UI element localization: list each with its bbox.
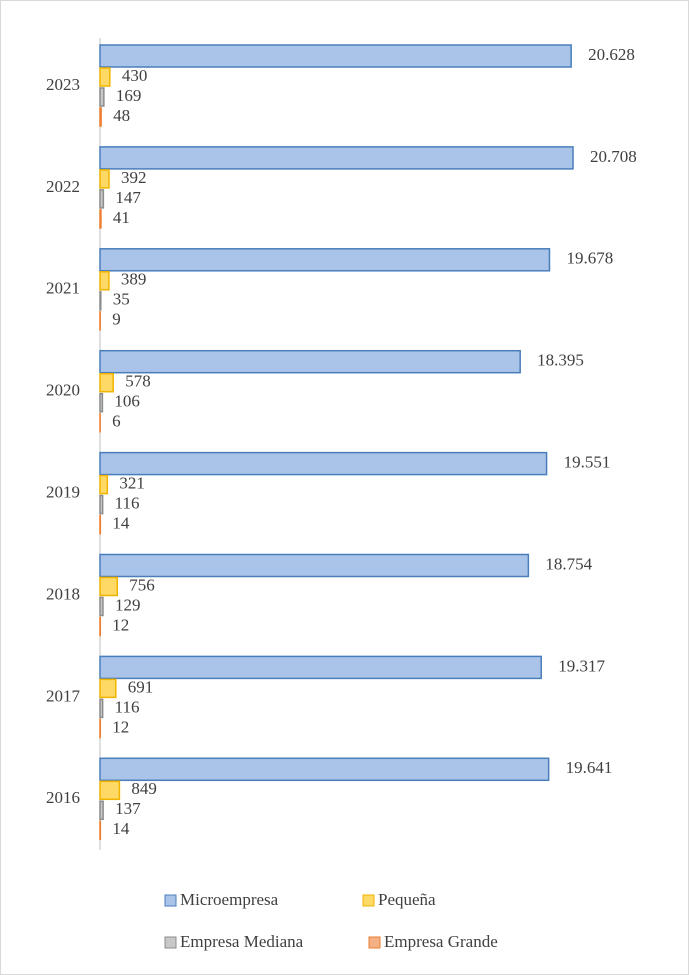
data-label: 48 bbox=[113, 106, 130, 125]
data-label: 18.395 bbox=[537, 351, 584, 370]
y-tick-label: 2021 bbox=[46, 279, 80, 298]
data-label: 129 bbox=[115, 595, 140, 614]
bar bbox=[99, 248, 551, 272]
legend-swatch bbox=[164, 894, 177, 907]
bar bbox=[99, 698, 104, 719]
data-label: 106 bbox=[114, 392, 140, 411]
data-label: 137 bbox=[115, 799, 141, 818]
data-label: 14 bbox=[112, 514, 130, 533]
bar bbox=[99, 780, 121, 801]
data-label: 19.641 bbox=[566, 758, 613, 777]
bar bbox=[99, 67, 111, 87]
data-label: 430 bbox=[122, 66, 148, 85]
data-label: 849 bbox=[131, 779, 157, 798]
bar bbox=[99, 678, 117, 699]
data-label: 389 bbox=[121, 270, 147, 289]
bar bbox=[99, 146, 574, 170]
data-label: 169 bbox=[116, 86, 142, 105]
data-label: 116 bbox=[115, 494, 140, 513]
bar bbox=[99, 372, 114, 393]
data-label: 756 bbox=[129, 575, 155, 594]
data-label: 12 bbox=[112, 717, 129, 736]
legend-swatch bbox=[164, 936, 177, 949]
bar bbox=[99, 107, 102, 127]
bar bbox=[99, 44, 572, 68]
bar bbox=[99, 757, 550, 782]
y-tick-label: 2018 bbox=[46, 584, 80, 603]
bar bbox=[99, 576, 119, 597]
bar bbox=[99, 189, 105, 209]
bar bbox=[99, 87, 105, 107]
bar bbox=[99, 553, 530, 578]
bar bbox=[99, 451, 548, 476]
data-label: 41 bbox=[113, 208, 130, 227]
bar bbox=[99, 800, 104, 821]
bar bbox=[99, 349, 521, 374]
y-tick-label: 2016 bbox=[46, 788, 80, 807]
data-label: 20.708 bbox=[590, 147, 637, 166]
data-label: 321 bbox=[119, 474, 145, 493]
bar bbox=[99, 291, 102, 311]
legend-label: Microempresa bbox=[180, 890, 279, 909]
y-tick-label: 2017 bbox=[46, 686, 81, 705]
bar bbox=[99, 596, 104, 617]
legend-swatch bbox=[362, 894, 375, 907]
bar bbox=[99, 392, 104, 413]
bar bbox=[99, 271, 110, 291]
data-label: 20.628 bbox=[588, 45, 635, 64]
bar bbox=[99, 474, 109, 495]
bar bbox=[99, 209, 102, 229]
data-label: 9 bbox=[112, 310, 121, 329]
legend-label: Pequeña bbox=[378, 890, 436, 909]
data-label: 19.551 bbox=[564, 453, 611, 472]
legend-swatch bbox=[368, 936, 381, 949]
data-label: 19.678 bbox=[566, 249, 613, 268]
bar bbox=[99, 494, 104, 515]
data-label: 691 bbox=[128, 677, 154, 696]
data-label: 35 bbox=[113, 290, 130, 309]
data-label: 14 bbox=[112, 819, 130, 838]
data-label: 147 bbox=[115, 188, 141, 207]
data-label: 6 bbox=[112, 412, 121, 431]
y-tick-label: 2019 bbox=[46, 483, 80, 502]
y-tick-label: 2023 bbox=[46, 75, 80, 94]
y-tick-label: 2022 bbox=[46, 177, 80, 196]
data-label: 18.754 bbox=[545, 554, 592, 573]
legend-label: Empresa Grande bbox=[384, 932, 498, 951]
data-label: 116 bbox=[115, 697, 140, 716]
data-label: 12 bbox=[112, 615, 129, 634]
data-label: 392 bbox=[121, 168, 146, 187]
bar bbox=[99, 655, 542, 680]
bar bbox=[99, 169, 110, 189]
legend-label: Empresa Mediana bbox=[180, 932, 304, 951]
y-tick-label: 2020 bbox=[46, 381, 80, 400]
data-label: 578 bbox=[125, 372, 150, 391]
data-label: 19.317 bbox=[558, 656, 605, 675]
